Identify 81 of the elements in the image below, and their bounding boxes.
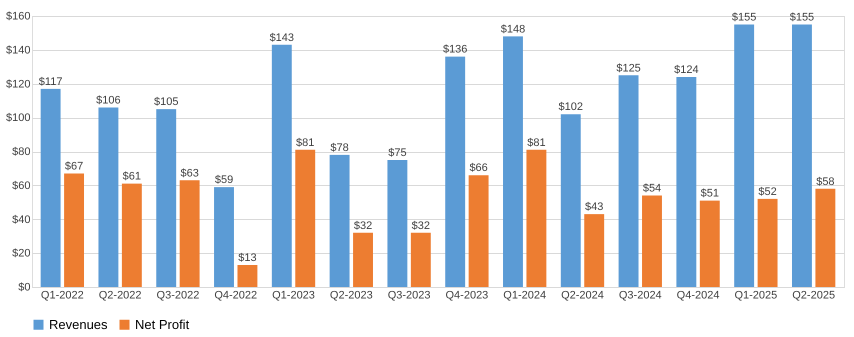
x-tick-label: Q2-2023 (330, 290, 373, 302)
x-tick-label: Q4-2023 (445, 290, 488, 302)
bar (180, 180, 200, 287)
bar (156, 109, 176, 287)
legend-label: Net Profit (135, 316, 190, 332)
y-tick-label: $160 (6, 10, 30, 22)
data-label: $102 (558, 101, 584, 114)
data-label: $155 (790, 11, 814, 24)
data-label: $13 (238, 252, 257, 264)
x-tick-label: Q4-2024 (676, 290, 720, 302)
bar (410, 232, 431, 287)
data-label: $106 (96, 94, 121, 106)
data-label: $124 (674, 64, 699, 76)
data-label: $63 (180, 167, 199, 180)
y-tick-label: $0 (18, 282, 30, 294)
bar (734, 24, 754, 287)
bar (330, 154, 350, 287)
bar (676, 76, 696, 287)
x-tick-label: Q3-2023 (388, 290, 431, 302)
x-tick-label: Q1-2022 (40, 290, 84, 302)
y-tick-label: $20 (12, 248, 30, 260)
data-label: $32 (354, 220, 372, 232)
x-tick-label: Q1-2025 (734, 290, 778, 302)
data-label: $66 (469, 162, 488, 174)
data-label: $143 (270, 32, 294, 44)
y-tick-label: $120 (6, 78, 30, 90)
y-tick-label: $80 (12, 146, 30, 158)
data-label: $81 (296, 136, 314, 149)
data-label: $67 (64, 160, 84, 173)
x-tick-label: Q1-2024 (503, 290, 546, 302)
x-tick-label: Q4-2022 (214, 290, 258, 302)
bar (295, 150, 316, 287)
bar (122, 184, 142, 287)
data-label: $81 (527, 136, 546, 149)
legend-label: Revenues (49, 316, 108, 332)
data-label: $59 (214, 174, 234, 186)
bar (758, 198, 778, 287)
bar (214, 187, 234, 287)
y-tick-label: $40 (12, 214, 30, 226)
data-label: $52 (758, 186, 777, 198)
bar (353, 232, 373, 287)
bar (468, 175, 489, 287)
data-label: $61 (122, 170, 142, 183)
bar (618, 75, 639, 287)
x-tick-label: Q2-2022 (98, 290, 142, 302)
x-tick-label: Q3-2024 (618, 290, 662, 302)
y-tick-label: $100 (6, 112, 30, 124)
bar (40, 88, 61, 287)
x-tick-label: Q2-2025 (792, 290, 836, 302)
y-tick-label: $60 (12, 180, 30, 192)
bar (64, 174, 84, 287)
data-label: $43 (585, 201, 604, 214)
data-label: $105 (154, 96, 178, 108)
bar (815, 188, 836, 287)
data-label: $125 (616, 62, 641, 74)
bar (792, 24, 812, 287)
bar (560, 114, 581, 287)
data-label: $155 (732, 11, 756, 24)
data-label: $54 (642, 182, 662, 195)
data-label: $32 (412, 220, 430, 232)
x-tick-label: Q2-2024 (561, 290, 604, 302)
data-label: $75 (388, 146, 407, 159)
bar (445, 56, 466, 287)
bar (387, 160, 408, 287)
y-tick-label: $140 (6, 44, 30, 56)
bar (272, 44, 292, 287)
data-label: $117 (38, 76, 62, 88)
bar (642, 196, 662, 287)
bar (584, 214, 604, 287)
data-label: $78 (330, 142, 349, 154)
data-label: $136 (442, 44, 468, 56)
bar (700, 200, 720, 287)
bar (526, 150, 546, 287)
data-label: $148 (500, 23, 526, 36)
data-label: $58 (816, 176, 835, 188)
bar (237, 264, 258, 287)
x-tick-label: Q1-2023 (272, 290, 315, 302)
bar (98, 107, 118, 287)
bar (503, 36, 523, 287)
data-label: $51 (700, 188, 719, 200)
x-tick-label: Q3-2022 (156, 290, 200, 302)
